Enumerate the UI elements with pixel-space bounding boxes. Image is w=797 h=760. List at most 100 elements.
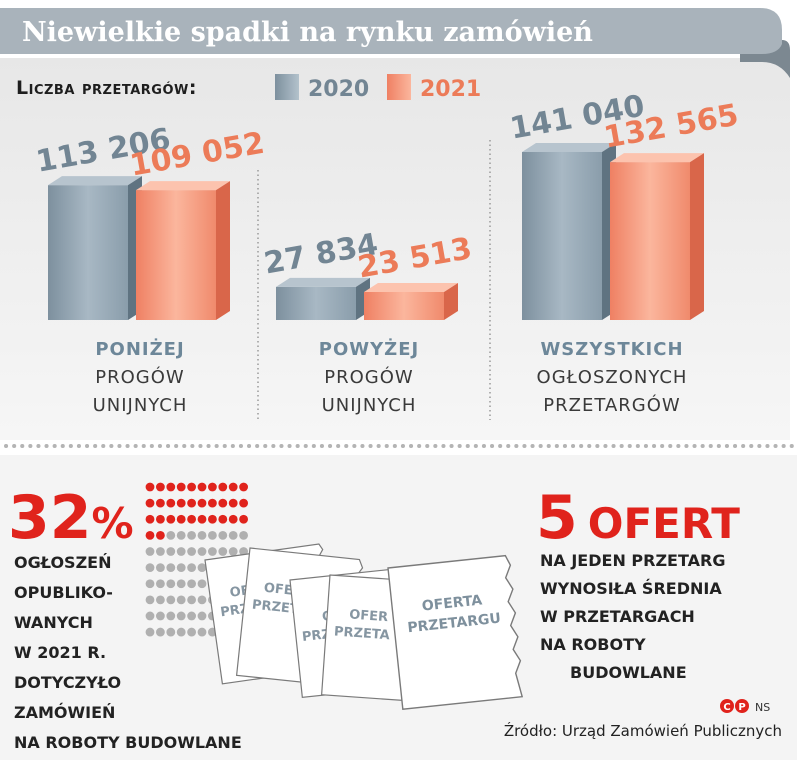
- stat-left-line-1: OGŁOSZEŃ: [14, 553, 111, 572]
- percent-dot-empty: [187, 595, 197, 605]
- percent-dot-filled: [156, 530, 165, 540]
- percent-dot-empty: [197, 611, 207, 621]
- category-label-3-line3: PRZETARGÓW: [543, 394, 680, 416]
- stat-right-line-2: WYNOSIŁA ŚREDNIA: [540, 579, 722, 598]
- percent-dot-empty: [197, 627, 207, 637]
- percent-dot-empty: [197, 579, 207, 589]
- stat-left-value: 32%: [8, 483, 134, 553]
- header-band: [0, 8, 782, 54]
- percent-dot-empty: [197, 563, 207, 572]
- percent-dot-empty: [176, 627, 186, 637]
- percent-dot-empty: [156, 563, 165, 572]
- percent-dot-filled: [166, 514, 176, 524]
- percent-dot-empty: [166, 579, 176, 589]
- document-title-line-1: OFERTA: [421, 592, 483, 614]
- legend-label: Liczba przetargów:: [16, 77, 197, 99]
- percent-dot-empty: [208, 530, 217, 540]
- percent-dot-empty: [166, 530, 176, 540]
- percent-dot-filled: [145, 530, 155, 540]
- percent-dot-empty: [176, 563, 186, 572]
- stat-right-value: 5 OFERT: [536, 483, 740, 553]
- percent-dot-empty: [176, 595, 186, 605]
- legend-swatch-2020: [275, 74, 299, 100]
- document-label: OFER: [349, 607, 389, 625]
- percent-dot-filled: [197, 498, 207, 508]
- bar-2021-2: [364, 282, 458, 320]
- percent-dot-empty: [218, 530, 228, 540]
- category-label-3-line2: OGŁOSZONYCH: [537, 367, 688, 388]
- stat-right-line-1: NA JEDEN PRZETARG: [540, 551, 725, 570]
- legend: Liczba przetargów: 2020 2021: [16, 74, 481, 102]
- category-labels: PONIŻEJ PROGÓW UNIJNYCH POWYŻEJ PROGÓW U…: [93, 338, 688, 416]
- stat-left-line-6: ZAMÓWIEŃ: [14, 703, 115, 722]
- percent-dot-filled: [145, 482, 155, 492]
- percent-dot-filled: [208, 498, 217, 508]
- percent-dot-empty: [145, 627, 155, 637]
- percent-dot-filled: [239, 482, 249, 492]
- percent-dot-filled: [145, 498, 155, 508]
- percent-dot-empty: [187, 611, 197, 621]
- percent-dot-empty: [145, 579, 155, 589]
- percent-dot-empty: [187, 627, 197, 637]
- percent-dot-empty: [197, 595, 207, 605]
- percent-dot-empty: [156, 595, 165, 605]
- document-label: OFE: [263, 581, 293, 599]
- percent-dot-empty: [145, 611, 155, 621]
- source-note: Źródło: Urząd Zamówień Publicznych: [504, 721, 782, 740]
- percent-dot-filled: [166, 498, 176, 508]
- category-label-2-line3: UNIJNYCH: [322, 395, 417, 416]
- percent-dot-empty: [187, 547, 197, 556]
- stat-right-line-4: NA ROBOTY: [540, 635, 646, 654]
- category-label-2-line2: PROGÓW: [324, 366, 413, 388]
- bar-2020-1: [48, 176, 142, 320]
- percent-dot-empty: [166, 595, 176, 605]
- percent-dot-filled: [176, 482, 186, 492]
- bar-2021-1: [136, 181, 230, 320]
- percent-dot-empty: [145, 595, 155, 605]
- percent-dot-empty: [208, 547, 217, 556]
- percent-dot-empty: [197, 547, 207, 556]
- percent-dot-empty: [176, 579, 186, 589]
- legend-label-2020: 2020: [308, 77, 369, 102]
- percent-dot-empty: [187, 563, 197, 572]
- document-label: PRZETA: [334, 624, 391, 643]
- legend-label-2021: 2021: [420, 77, 481, 102]
- percent-dot-filled: [176, 498, 186, 508]
- percent-dot-empty: [218, 547, 228, 556]
- percent-dot-filled: [166, 482, 176, 492]
- publisher-mark: P: [738, 702, 745, 713]
- percent-dot-empty: [166, 627, 176, 637]
- documents-stack: OF PRZETA OFE PRZET OF PRZ OFER PRZETA O…: [204, 543, 524, 710]
- percent-dot-empty: [166, 547, 176, 556]
- percent-dot-filled: [187, 498, 197, 508]
- percent-dot-filled: [187, 482, 197, 492]
- percent-dot-filled: [218, 514, 228, 524]
- percent-dot-empty: [228, 530, 238, 540]
- author-initials: NS: [755, 701, 770, 714]
- percent-dot-filled: [239, 514, 249, 524]
- stat-right: 5 OFERT NA JEDEN PRZETARG WYNOSIŁA ŚREDNI…: [536, 483, 740, 682]
- category-label-1-strong: PONIŻEJ: [95, 338, 184, 360]
- stat-right-line-5: BUDOWLANE: [570, 663, 687, 682]
- percent-dot-empty: [156, 547, 165, 556]
- category-label-1-line3: UNIJNYCH: [93, 395, 188, 416]
- document-label: PRZET: [251, 598, 299, 618]
- header: Niewielkie spadki na rynku zamówień: [0, 8, 790, 78]
- stat-left-line-2: OPUBLIKO-: [14, 583, 113, 602]
- percent-dot-empty: [197, 530, 207, 540]
- stat-left-line-4: W 2021 R.: [14, 643, 106, 662]
- document-sheet-top: OFERTA PRZETARGU: [387, 554, 524, 710]
- percent-dot-empty: [176, 530, 186, 540]
- percent-dot-empty: [145, 547, 155, 556]
- percent-dot-empty: [176, 547, 186, 556]
- percent-dot-empty: [166, 563, 176, 572]
- copyright-mark: C: [723, 702, 730, 713]
- percent-dot-filled: [218, 498, 228, 508]
- percent-dot-filled: [228, 514, 238, 524]
- bar-2021-3: [610, 153, 704, 320]
- percent-dot-filled: [187, 514, 197, 524]
- stat-left-line-3: WANYCH: [14, 613, 93, 632]
- legend-swatch-2021: [387, 74, 411, 100]
